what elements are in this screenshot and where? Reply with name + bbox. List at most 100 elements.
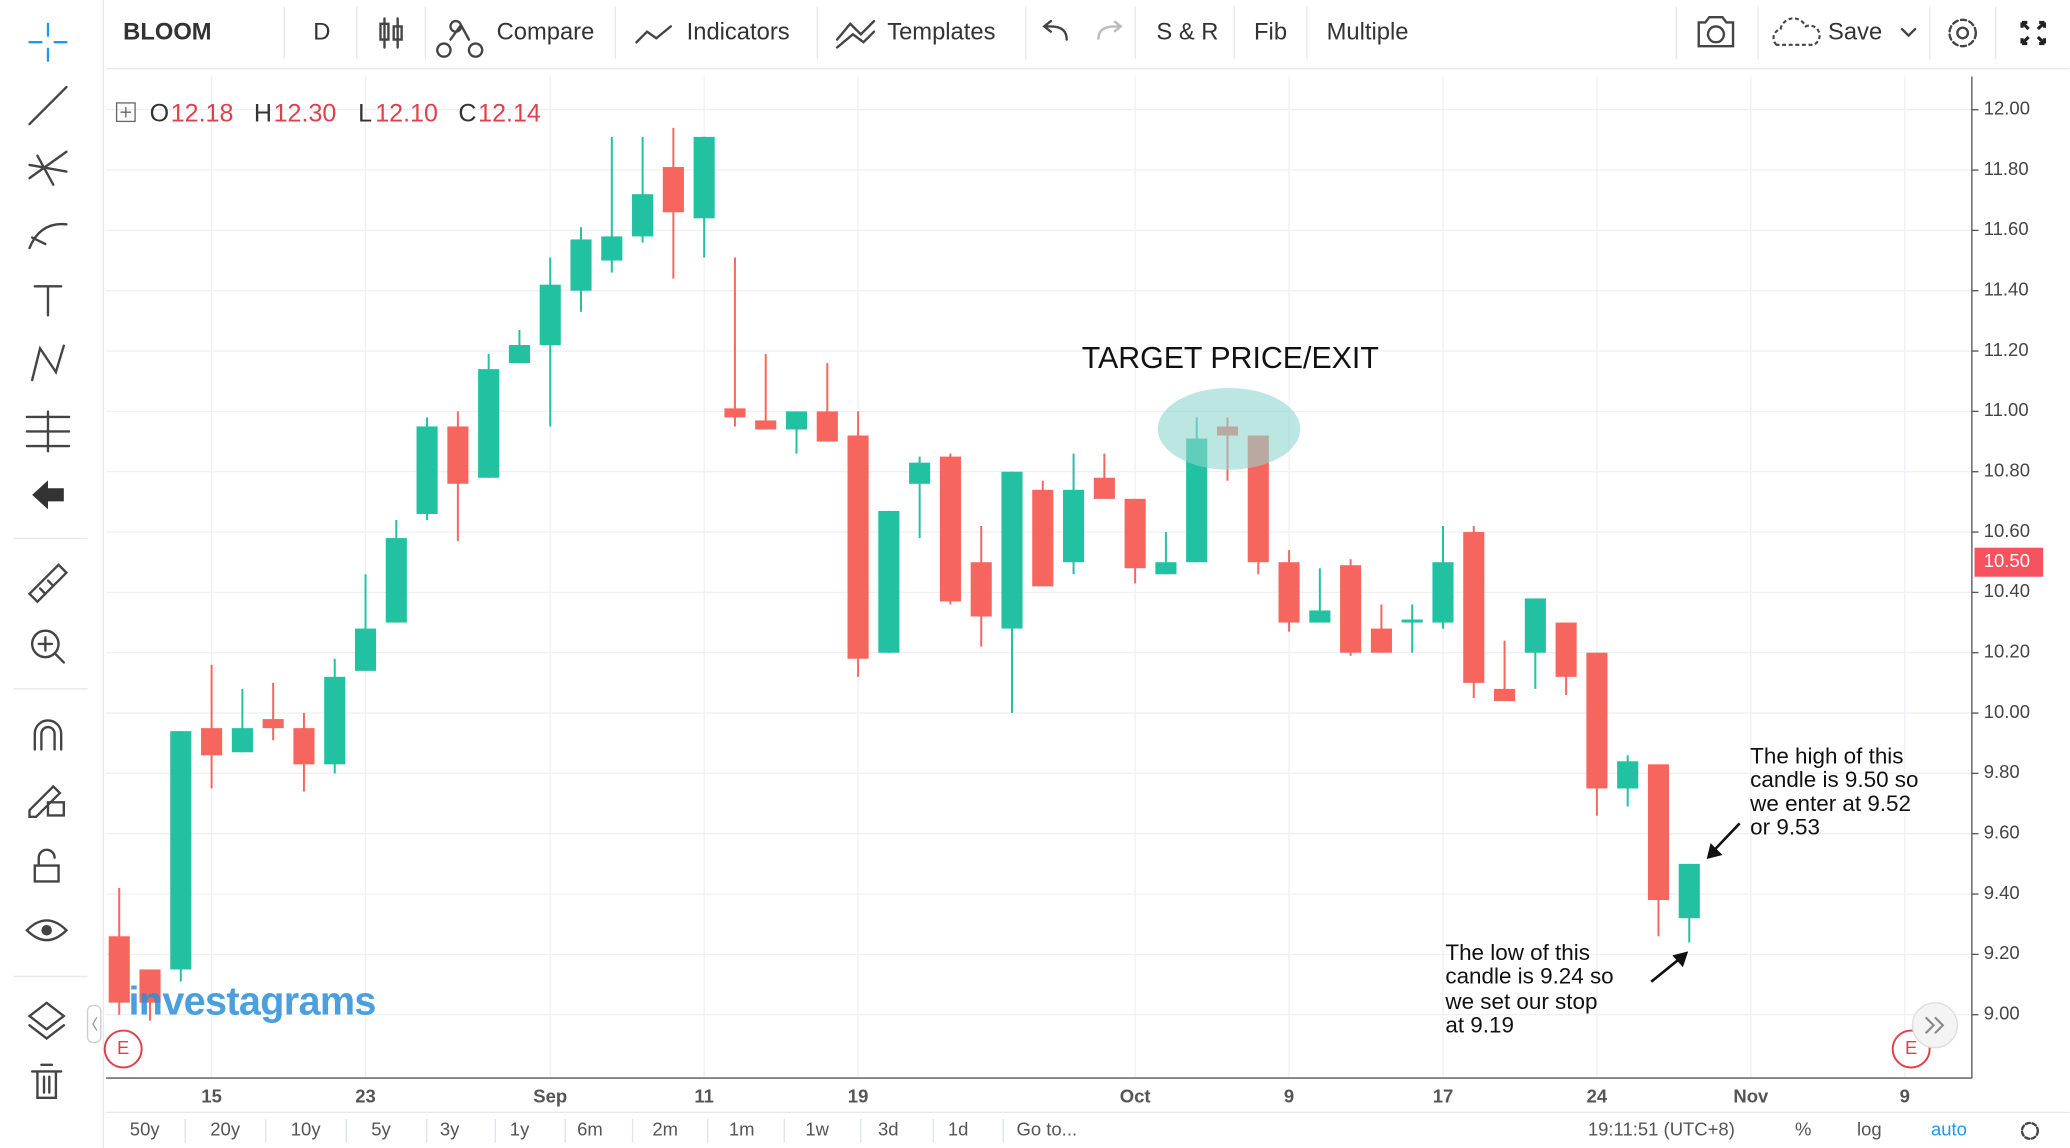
y-tick-label: 12.00: [1984, 98, 2030, 119]
candle-body: [601, 236, 623, 261]
candle-body: [662, 167, 684, 213]
zoom-tool-plus: [37, 636, 66, 664]
legend-value: 12.30: [274, 99, 337, 127]
redo-button[interactable]: [1097, 20, 1123, 40]
prediction-tool[interactable]: [25, 410, 71, 453]
indicators-button[interactable]: Indicators: [687, 18, 790, 45]
axis-settings[interactable]: [2020, 1121, 2040, 1140]
arrow: [1712, 822, 1741, 853]
candle-body: [1494, 688, 1516, 701]
candle-body: [293, 728, 315, 765]
hide-toolbar[interactable]: [32, 480, 64, 510]
delete-tool[interactable]: [30, 1063, 63, 1100]
fullscreen-button[interactable]: [2020, 20, 2047, 46]
save-dropdown[interactable]: [1900, 27, 1917, 38]
gann-tool[interactable]: [28, 150, 68, 186]
candle-body: [632, 194, 654, 237]
x-tick-label: Oct: [1120, 1086, 1151, 1107]
symbol[interactable]: BLOOM: [123, 18, 211, 45]
ruler-tool[interactable]: [27, 563, 69, 604]
zoom-tool[interactable]: [30, 629, 60, 659]
undo-button[interactable]: [1042, 19, 1068, 41]
legend-toggle[interactable]: [115, 102, 136, 123]
candle-body: [1186, 438, 1208, 563]
y-tick-label: 10.00: [1984, 701, 2030, 722]
x-tick-label: 19: [848, 1086, 869, 1107]
range-button[interactable]: 10y: [291, 1119, 322, 1140]
save-button[interactable]: Save: [1828, 18, 1882, 45]
candle-body: [1032, 489, 1054, 587]
range-button[interactable]: 50y: [130, 1119, 161, 1140]
screenshot-button[interactable]: [1697, 15, 1735, 48]
candle-body: [170, 731, 192, 970]
candle-body: [724, 408, 746, 418]
y-tick-label: 9.40: [1984, 882, 2020, 903]
range-button[interactable]: 1y: [510, 1119, 530, 1140]
indicators-icon[interactable]: [635, 25, 672, 44]
cloud-icon[interactable]: [1772, 17, 1821, 46]
range-button[interactable]: 1m: [729, 1119, 755, 1140]
trend-line-tool[interactable]: [28, 85, 68, 126]
sr-button[interactable]: S & R: [1156, 18, 1218, 45]
legend-value: 12.14: [478, 99, 541, 127]
y-tick-label: 9.20: [1984, 942, 2020, 963]
candle-body: [1093, 477, 1115, 499]
y-tick-label: 11.60: [1984, 218, 2029, 239]
percent-toggle[interactable]: %: [1795, 1119, 1811, 1140]
candle-body: [1463, 532, 1485, 683]
last-price-tag: [1974, 547, 2044, 577]
pattern-tool[interactable]: [30, 344, 66, 382]
range-button[interactable]: 5y: [371, 1119, 391, 1140]
event-marker-label: E: [117, 1037, 129, 1058]
candle-body: [231, 728, 253, 753]
range-button[interactable]: 6m: [577, 1119, 603, 1140]
range-button[interactable]: 20y: [210, 1119, 241, 1140]
lock-drawing-tool[interactable]: [28, 784, 66, 818]
legend-toggle-plus: [120, 106, 132, 118]
candle-body: [1555, 622, 1577, 677]
visibility-tool[interactable]: [25, 919, 69, 942]
event-marker[interactable]: [103, 1029, 143, 1069]
candle-body: [354, 628, 377, 671]
range-button[interactable]: 2m: [652, 1119, 678, 1140]
brush-tool[interactable]: [28, 222, 68, 250]
compare-icon[interactable]: [436, 19, 484, 58]
layers-tool[interactable]: [27, 1001, 66, 1040]
compare-button[interactable]: Compare: [497, 18, 595, 45]
x-tick-label: 24: [1587, 1086, 1608, 1107]
chart-style-button[interactable]: [379, 17, 403, 49]
arrowhead: [1706, 843, 1723, 860]
interval[interactable]: D: [313, 18, 330, 45]
range-button[interactable]: 1w: [805, 1119, 829, 1140]
text-tool[interactable]: [33, 285, 63, 317]
candle-body: [939, 456, 961, 602]
legend-value: 12.10: [375, 99, 438, 127]
legend-value: 12.18: [171, 99, 234, 127]
annotation-line: we set our stop: [1444, 989, 1597, 1014]
candle-body: [570, 239, 592, 291]
range-button[interactable]: 1d: [948, 1119, 969, 1140]
crosshair-tool[interactable]: [28, 22, 68, 62]
legend-label: L: [358, 99, 372, 127]
multiple-button[interactable]: Multiple: [1327, 18, 1409, 45]
fib-button[interactable]: Fib: [1254, 18, 1287, 45]
legend-label: H: [254, 99, 272, 127]
sidebar-collapse[interactable]: [86, 1004, 102, 1044]
lock-tool[interactable]: [33, 848, 60, 883]
settings-button[interactable]: [1948, 18, 1978, 48]
range-button[interactable]: 3d: [878, 1119, 899, 1140]
candle-body: [785, 411, 808, 430]
log-toggle[interactable]: log: [1857, 1119, 1882, 1140]
magnet-tool[interactable]: [33, 719, 63, 751]
drawing-tools[interactable]: [13, 22, 88, 1100]
templates-icon[interactable]: [835, 19, 876, 49]
candle-body: [108, 936, 130, 1003]
range-button[interactable]: 3y: [440, 1119, 460, 1140]
candle-body: [847, 435, 869, 659]
templates-button[interactable]: Templates: [887, 18, 995, 45]
auto-toggle[interactable]: auto: [1931, 1119, 1967, 1140]
goto-button[interactable]: Go to...: [1017, 1119, 1078, 1140]
y-tick-label: 9.60: [1984, 822, 2020, 843]
settings-center: [1956, 26, 1970, 40]
candle-body: [693, 136, 715, 219]
